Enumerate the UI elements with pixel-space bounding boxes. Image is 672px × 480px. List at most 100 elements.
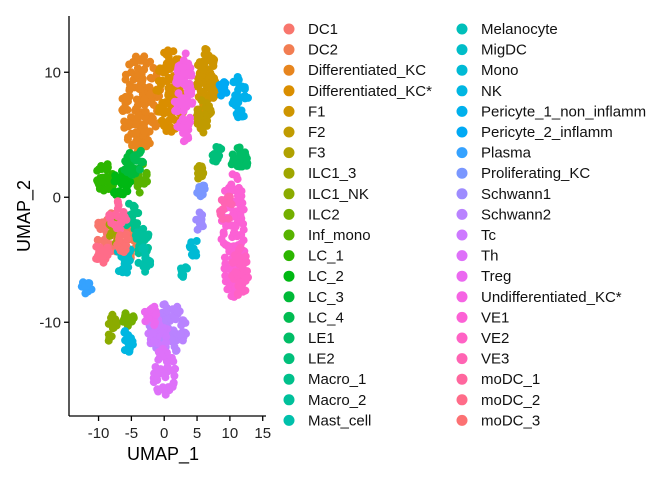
data-point bbox=[173, 79, 182, 88]
data-point bbox=[212, 143, 221, 151]
data-point bbox=[127, 210, 136, 218]
legend-label: Undifferentiated_KC* bbox=[481, 289, 622, 306]
data-point bbox=[135, 85, 144, 94]
data-point bbox=[194, 105, 202, 114]
data-point bbox=[117, 218, 126, 227]
data-point bbox=[171, 364, 180, 373]
data-point bbox=[140, 128, 149, 137]
data-point bbox=[184, 121, 193, 130]
series-ve3 bbox=[216, 192, 236, 223]
legend-key bbox=[456, 291, 468, 303]
series-plasma bbox=[77, 278, 96, 298]
series-schwann1 bbox=[192, 208, 207, 234]
data-point bbox=[159, 385, 168, 394]
legend-key bbox=[283, 64, 295, 76]
data-point bbox=[132, 234, 141, 243]
data-point bbox=[235, 283, 244, 291]
legend-label: LC_2 bbox=[308, 268, 344, 285]
legend-label: VE1 bbox=[481, 309, 509, 326]
data-point bbox=[206, 83, 215, 92]
data-point bbox=[225, 192, 234, 201]
data-point bbox=[241, 258, 250, 267]
legend-label: Treg bbox=[481, 268, 511, 285]
legend-item: NK bbox=[456, 83, 502, 100]
y-tick-label: 10 bbox=[44, 64, 61, 81]
data-point bbox=[175, 307, 184, 316]
data-point bbox=[141, 107, 150, 116]
data-point bbox=[241, 252, 250, 261]
data-point bbox=[219, 239, 228, 248]
data-point bbox=[123, 168, 132, 177]
x-tick-label: 10 bbox=[222, 425, 239, 442]
data-point bbox=[228, 258, 237, 267]
x-tick-label: -5 bbox=[125, 425, 138, 442]
data-point bbox=[97, 165, 106, 173]
data-point bbox=[219, 230, 228, 239]
legend-label: NK bbox=[481, 83, 502, 100]
data-point bbox=[135, 165, 144, 174]
data-point bbox=[231, 222, 240, 231]
legend-key bbox=[456, 188, 468, 200]
legend-key bbox=[283, 311, 295, 323]
legend-label: Plasma bbox=[481, 145, 532, 162]
data-point bbox=[129, 218, 138, 227]
legend-key bbox=[283, 188, 295, 200]
legend-key bbox=[283, 291, 295, 303]
data-point bbox=[164, 73, 173, 82]
x-axis-title: UMAP_1 bbox=[127, 444, 199, 465]
points-layer bbox=[77, 45, 252, 399]
legend-key bbox=[456, 373, 468, 385]
data-point bbox=[154, 355, 163, 364]
series-f1 bbox=[192, 45, 220, 113]
legend-key bbox=[283, 208, 295, 220]
legend-label: moDC_3 bbox=[481, 412, 540, 429]
data-point bbox=[123, 234, 132, 243]
series-f2 bbox=[192, 96, 215, 137]
series-pericyte-1-non-inflamm bbox=[228, 73, 252, 122]
data-point bbox=[139, 55, 148, 64]
legend-key bbox=[283, 250, 295, 262]
data-point bbox=[193, 225, 202, 234]
data-point bbox=[81, 289, 90, 298]
data-point bbox=[132, 95, 141, 104]
legend-label: Schwann2 bbox=[481, 206, 551, 223]
data-point bbox=[139, 224, 148, 233]
data-point bbox=[200, 58, 209, 67]
data-point bbox=[115, 235, 123, 244]
legend-key bbox=[456, 208, 468, 220]
legend-key bbox=[456, 64, 468, 76]
y-tick-label: -10 bbox=[39, 314, 61, 331]
legend-label: LE2 bbox=[308, 351, 335, 368]
legend-item: Inf_mono bbox=[283, 227, 371, 244]
data-point bbox=[199, 128, 208, 137]
data-point bbox=[239, 225, 248, 234]
data-point bbox=[108, 310, 117, 319]
data-point bbox=[162, 333, 171, 341]
legend-item: moDC_3 bbox=[456, 412, 540, 429]
legend-item: Differentiated_KC bbox=[283, 62, 426, 79]
data-point bbox=[236, 243, 245, 252]
data-point bbox=[145, 83, 154, 92]
data-point bbox=[208, 60, 217, 69]
series-modc-2 bbox=[92, 242, 114, 267]
data-point bbox=[151, 318, 160, 327]
legend-label: moDC_2 bbox=[481, 392, 540, 409]
data-point bbox=[194, 174, 203, 183]
legend-key bbox=[456, 250, 468, 262]
data-point bbox=[157, 80, 165, 89]
series-pericyte-2-inflamm bbox=[215, 78, 231, 100]
series-f3 bbox=[193, 162, 208, 183]
legend-item: ILC1_3 bbox=[283, 165, 356, 182]
data-point bbox=[165, 65, 174, 73]
data-point bbox=[146, 257, 155, 266]
legend-label: Differentiated_KC* bbox=[308, 83, 432, 100]
data-point bbox=[233, 144, 242, 153]
legend-item: Proliferating_KC bbox=[456, 165, 590, 182]
legend-item: Pericyte_1_non_inflamm bbox=[456, 103, 646, 120]
data-point bbox=[152, 369, 161, 378]
x-tick-label: 0 bbox=[160, 425, 168, 442]
data-point bbox=[179, 137, 188, 146]
data-point bbox=[227, 200, 236, 209]
data-point bbox=[165, 107, 173, 116]
data-point bbox=[159, 119, 168, 128]
